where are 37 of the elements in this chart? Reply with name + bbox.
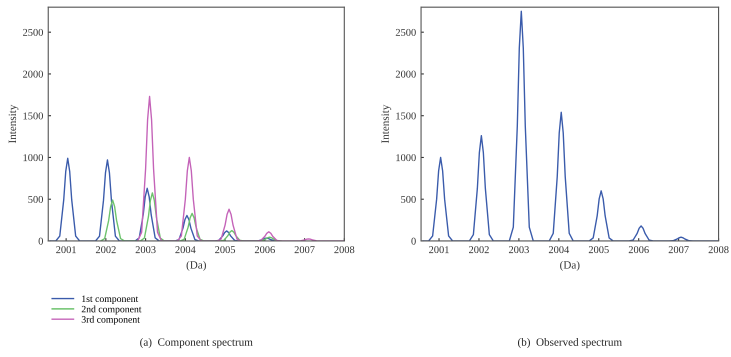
x-tick-label: 2007 xyxy=(668,246,689,254)
x-tick-label: 2007 xyxy=(294,246,315,254)
x-tick-label: 2001 xyxy=(429,246,449,254)
x-tick-label: 2004 xyxy=(548,246,570,254)
legend-label: 2nd component xyxy=(82,306,142,314)
y-tick-label: 500 xyxy=(401,196,416,203)
y-axis-title: Intensity xyxy=(381,104,392,144)
text: (b) Observed spectrum xyxy=(518,338,622,348)
x-tick-label: 2003 xyxy=(508,246,529,254)
legend-label: 3rd component xyxy=(82,316,140,325)
y-tick-label: 1500 xyxy=(23,112,43,120)
x-tick-label: 2008 xyxy=(708,246,729,254)
y-axis-title: Intensity xyxy=(8,104,18,144)
y-tick-label: 2000 xyxy=(23,70,43,78)
x-tick-label: 2003 xyxy=(136,246,156,254)
text: (a) Component spectrum xyxy=(140,338,253,348)
x-tick-label: 2001 xyxy=(56,246,76,254)
y-tick-label: 1000 xyxy=(23,154,43,162)
x-axis-title: (Da) xyxy=(186,260,206,271)
x-tick-label: 2002 xyxy=(96,246,116,254)
y-tick-label: 0 xyxy=(38,238,43,245)
y-tick-label: 500 xyxy=(28,196,43,203)
x-tick-label: 2002 xyxy=(469,246,489,254)
x-tick-label: 2008 xyxy=(334,246,354,254)
x-tick-label: 2004 xyxy=(175,246,196,254)
x-tick-label: 2006 xyxy=(628,246,649,254)
y-tick-label: 2000 xyxy=(396,70,416,78)
y-tick-label: 2500 xyxy=(23,28,43,36)
y-tick-label: 2500 xyxy=(396,28,416,36)
y-tick-label: 1500 xyxy=(396,112,416,120)
x-tick-label: 2005 xyxy=(588,246,609,254)
legend-label: 1st component xyxy=(82,296,138,304)
x-tick-label: 2005 xyxy=(215,246,236,254)
y-tick-label: 0 xyxy=(411,238,416,245)
x-axis-title: (Da) xyxy=(560,260,580,271)
y-tick-label: 1000 xyxy=(396,154,416,162)
x-tick-label: 2006 xyxy=(254,246,275,254)
